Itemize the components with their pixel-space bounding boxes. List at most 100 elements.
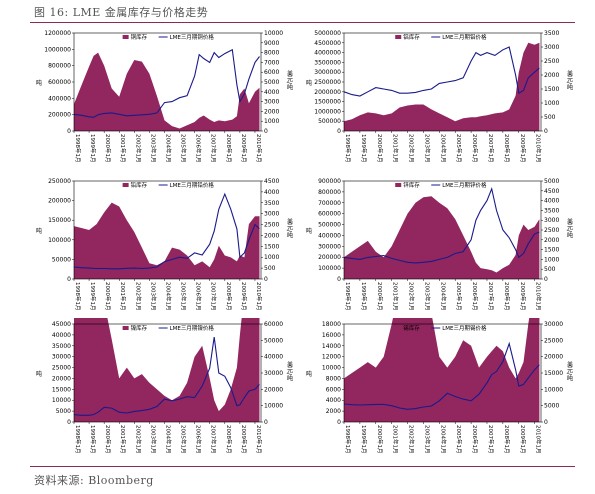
x-tick-label: 2004年1月 <box>439 425 447 454</box>
inventory-area <box>344 196 540 279</box>
right-tick-label: 3500 <box>544 30 559 37</box>
left-tick-label: 3500000 <box>314 59 341 66</box>
x-tick-label: 2010年1月 <box>535 134 543 162</box>
price-line <box>343 186 540 264</box>
right-tick-label: 0 <box>264 276 268 283</box>
right-tick-label: 20000 <box>264 386 283 393</box>
right-tick-label: 40000 <box>264 354 283 361</box>
legend-label-inventory: 镍库存 <box>131 324 148 332</box>
legend-label-price: LME三月期铝价格 <box>442 33 487 41</box>
x-tick-label: 1999年1月 <box>89 282 97 311</box>
x-tick-label: 1998年1月 <box>74 134 82 163</box>
right-tick-label: 15000 <box>544 370 563 377</box>
right-tick-label: 50000 <box>264 337 283 344</box>
left-tick-label: 1500000 <box>314 99 341 106</box>
price-line <box>73 192 260 270</box>
right-tick-label: 10000 <box>544 386 563 393</box>
x-tick-label: 2005年1月 <box>180 282 188 311</box>
right-tick-label: 25000 <box>544 337 563 344</box>
left-tick-label: 3000000 <box>314 69 341 76</box>
left-tick-label: 0 <box>337 419 341 426</box>
left-tick-label: 800000 <box>318 189 341 196</box>
x-tick-label: 2000年1月 <box>104 134 112 163</box>
x-tick-label: 2006年1月 <box>195 425 203 454</box>
right-tick-label: 2500 <box>544 227 559 234</box>
x-tick-label: 2000年1月 <box>104 425 112 454</box>
left-tick-label: 10000 <box>322 365 341 372</box>
x-tick-label: 2004年1月 <box>164 134 172 163</box>
left-tick-label: 45000 <box>52 321 71 328</box>
left-tick-label: 1200000 <box>44 30 71 37</box>
price-line <box>73 48 260 118</box>
x-tick-label: 2009年1月 <box>519 282 527 311</box>
right-tick-label: 20000 <box>544 354 563 361</box>
right-tick-label: 30000 <box>544 321 563 328</box>
left-tick-label: 500000 <box>318 222 341 229</box>
left-tick-label: 400000 <box>48 95 71 102</box>
x-tick-label: 2008年1月 <box>225 134 233 163</box>
right-tick-label: 500 <box>544 266 556 273</box>
right-tick-label: 1500 <box>544 86 559 93</box>
right-tick-label: 4000 <box>264 89 279 96</box>
right-tick-label: 5000 <box>264 79 279 86</box>
left-unit-label: 吨 <box>306 227 312 235</box>
right-tick-label: 3000 <box>544 217 559 224</box>
left-tick-label: 400000 <box>318 232 341 239</box>
right-tick-label: 500 <box>264 265 276 272</box>
right-tick-label: 0 <box>264 128 268 135</box>
legend-label-inventory: 锡库存 <box>403 324 420 332</box>
right-tick-label: 30000 <box>264 370 283 377</box>
right-tick-label: 1500 <box>544 247 559 254</box>
right-tick-label: 2500 <box>544 58 559 65</box>
chart-svg-copper: 1200000100000080000060000040000020000001… <box>36 30 293 163</box>
chart-zinc: 900000 800000 700000 600000 500000 400000 3000… <box>300 175 575 323</box>
right-tick-label: 4500 <box>264 178 279 185</box>
x-tick-label: 2010年1月 <box>255 134 263 163</box>
x-tick-label: 2007年1月 <box>210 425 218 454</box>
left-tick-label: 40000 <box>52 332 71 339</box>
legend-label-inventory: 铜库存 <box>131 33 148 41</box>
right-tick-label: 3500 <box>544 207 559 214</box>
right-tick-label: 1000 <box>544 100 559 107</box>
left-tick-label: 8000 <box>326 375 341 382</box>
right-tick-label: 3000 <box>264 211 279 218</box>
x-tick-label: 1999年1月 <box>360 425 368 454</box>
x-tick-label: 2010年1月 <box>255 282 263 311</box>
x-tick-label: 2005年1月 <box>455 282 463 311</box>
figure-title: 图 16: LME 金属库存与价格走势 <box>34 6 209 19</box>
left-tick-label: 200000 <box>48 198 71 205</box>
left-tick-label: 12000 <box>322 354 341 361</box>
chart-nickel: 45000 40000 35000 30000 25000 20000 15000 10000… <box>30 318 295 466</box>
x-tick-label: 2008年1月 <box>503 134 511 163</box>
x-tick-label: 2009年1月 <box>240 134 248 163</box>
left-tick-label: 2000000 <box>314 89 341 96</box>
x-tick-label: 2007年1月 <box>487 425 495 454</box>
left-tick-label: 0 <box>67 276 71 283</box>
left-unit-label: 吨 <box>36 370 42 378</box>
left-tick-label: 600000 <box>318 211 341 218</box>
left-tick-label: 500000 <box>318 118 341 125</box>
right-tick-label: 6000 <box>264 69 279 76</box>
left-tick-label: 5000000 <box>314 30 341 37</box>
x-tick-label: 2010年1月 <box>535 282 543 311</box>
x-tick-label: 2002年1月 <box>408 134 416 163</box>
x-tick-label: 2003年1月 <box>149 282 157 311</box>
right-tick-label: 8000 <box>264 50 279 57</box>
left-tick-label: 300000 <box>318 243 341 250</box>
x-tick-label: 1998年1月 <box>344 134 352 163</box>
right-tick-label: 2500 <box>264 222 279 229</box>
inventory-area <box>74 202 260 279</box>
right-tick-label: 0 <box>544 128 548 135</box>
right-tick-label: 4000 <box>544 198 559 205</box>
legend-swatch-inventory <box>395 35 402 39</box>
left-tick-label: 200000 <box>48 112 71 119</box>
left-tick-label: 600000 <box>48 79 71 86</box>
x-tick-label: 2007年1月 <box>487 282 495 311</box>
left-tick-label: 200000 <box>318 254 341 261</box>
x-tick-label: 2006年1月 <box>471 134 479 163</box>
left-tick-label: 100000 <box>48 237 71 244</box>
chart-svg-tin: 18000 16000 14000 12000 10000 8000 6000 4000 200… <box>306 318 573 454</box>
legend-swatch-inventory <box>122 326 129 330</box>
title-rule <box>30 22 575 23</box>
chart-aluminium: 5000000 4500000 4000000 3500000 3000000 25000… <box>300 27 575 175</box>
